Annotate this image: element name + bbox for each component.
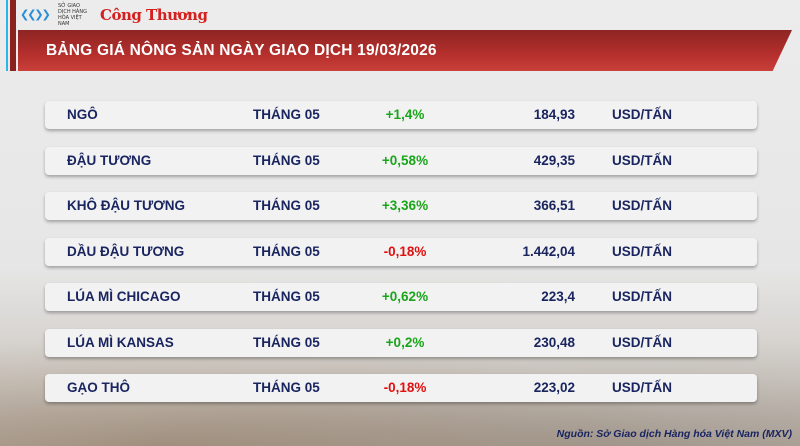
price-change: -0,18% — [383, 380, 427, 395]
mxv-logo-icon: ❮❮❯❯ — [20, 8, 51, 21]
commodity-name: NGÔ — [67, 107, 98, 122]
accent-bar — [10, 0, 16, 71]
contract-month: THÁNG 05 — [253, 198, 320, 213]
commodity-name: KHÔ ĐẬU TƯƠNG — [67, 198, 185, 213]
commodity-name: ĐẬU TƯƠNG — [67, 152, 152, 168]
source-note: Nguồn: Sở Giao dịch Hàng hóa Việt Nam (M… — [556, 428, 792, 440]
table-row: LÚA MÌ KANSAS THÁNG 05 +0,2% 230,48 USD/… — [45, 328, 757, 357]
logo-org-text: SỞ GIAO DỊCH HÀNG HÓA VIỆT NAM — [58, 3, 87, 27]
page-title: BẢNG GIÁ NÔNG SẢN NGÀY GIAO DỊCH 19/03/2… — [46, 41, 437, 59]
price-unit: USD/TẤN — [612, 243, 672, 259]
accent-line — [6, 0, 8, 71]
price-value: 366,51 — [533, 198, 575, 213]
price-change: -0,18% — [383, 243, 427, 259]
price-value: 223,02 — [533, 380, 575, 395]
contract-month: THÁNG 05 — [253, 152, 320, 168]
price-unit: USD/TẤN — [612, 107, 672, 122]
price-change: +0,2% — [385, 334, 425, 350]
contract-month: THÁNG 05 — [253, 107, 320, 122]
price-value: 184,93 — [533, 107, 575, 122]
price-change: +0,58% — [381, 152, 429, 168]
price-unit: USD/TẤN — [612, 380, 672, 395]
table-row: LÚA MÌ CHICAGO THÁNG 05 +0,62% 223,4 USD… — [45, 283, 757, 311]
price-unit: USD/TẤN — [612, 152, 672, 168]
price-value: 1.442,04 — [522, 243, 575, 259]
price-change: +3,36% — [381, 198, 429, 213]
table-row: GẠO THÔ THÁNG 05 -0,18% 223,02 USD/TẤN — [45, 374, 757, 402]
table-row: NGÔ THÁNG 05 +1,4% 184,93 USD/TẤN — [45, 101, 757, 129]
contract-month: THÁNG 05 — [253, 243, 320, 259]
price-unit: USD/TẤN — [612, 334, 672, 350]
price-change: +1,4% — [385, 107, 425, 122]
price-unit: USD/TẤN — [612, 289, 672, 304]
logo: ❮❮❯❯ SỞ GIAO DỊCH HÀNG HÓA VIỆT NAM Công… — [20, 2, 208, 28]
commodity-name: DẦU ĐẬU TƯƠNG — [67, 243, 185, 259]
price-value: 223,4 — [541, 289, 575, 304]
commodity-name: GẠO THÔ — [67, 380, 130, 395]
price-value: 230,48 — [533, 334, 575, 350]
price-change: +0,62% — [381, 289, 429, 304]
logo-brand-text: Công Thương — [100, 6, 208, 24]
title-banner: BẢNG GIÁ NÔNG SẢN NGÀY GIAO DỊCH 19/03/2… — [18, 30, 792, 71]
price-value: 429,35 — [533, 152, 575, 168]
price-unit: USD/TẤN — [612, 198, 672, 213]
commodity-name: LÚA MÌ CHICAGO — [67, 289, 181, 304]
table-row: DẦU ĐẬU TƯƠNG THÁNG 05 -0,18% 1.442,04 U… — [45, 237, 757, 266]
table-row: ĐẬU TƯƠNG THÁNG 05 +0,58% 429,35 USD/TẤN — [45, 146, 757, 175]
contract-month: THÁNG 05 — [253, 380, 320, 395]
table-row: KHÔ ĐẬU TƯƠNG THÁNG 05 +3,36% 366,51 USD… — [45, 192, 757, 220]
commodity-name: LÚA MÌ KANSAS — [67, 334, 174, 350]
contract-month: THÁNG 05 — [253, 334, 320, 350]
contract-month: THÁNG 05 — [253, 289, 320, 304]
